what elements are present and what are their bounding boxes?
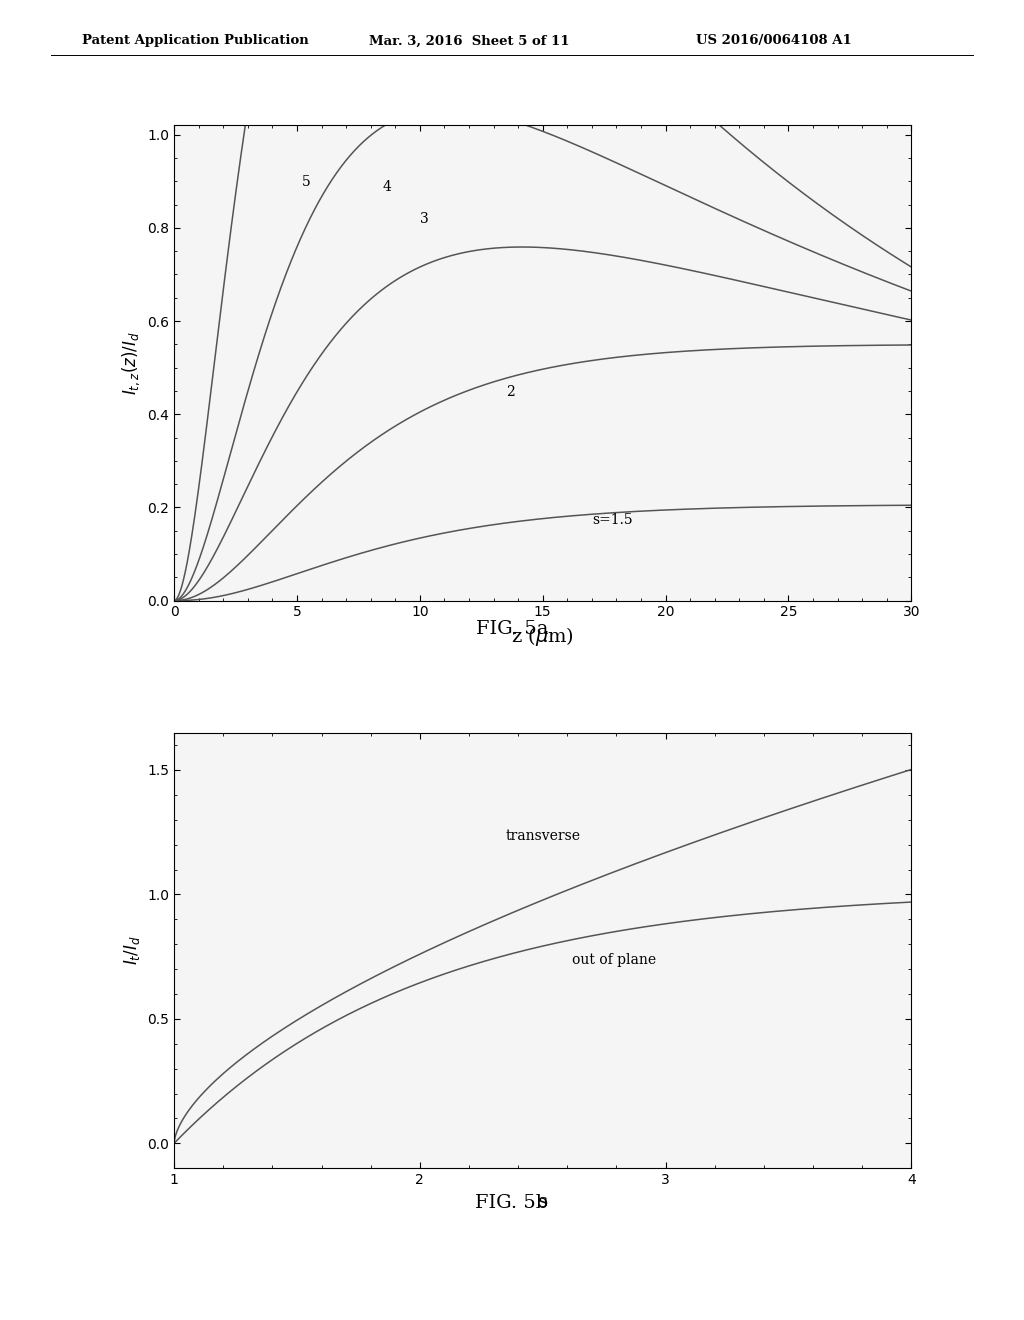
Text: 2: 2 — [506, 384, 515, 399]
Y-axis label: $I_{t,z}(z)/I_d$: $I_{t,z}(z)/I_d$ — [120, 331, 141, 395]
Text: 3: 3 — [420, 213, 429, 226]
Text: 5: 5 — [302, 176, 310, 189]
Text: FIG. 5a: FIG. 5a — [476, 619, 548, 638]
Text: out of plane: out of plane — [572, 953, 656, 968]
Text: s=1.5: s=1.5 — [592, 512, 633, 527]
Text: US 2016/0064108 A1: US 2016/0064108 A1 — [696, 34, 852, 48]
Text: FIG. 5b: FIG. 5b — [475, 1193, 549, 1212]
X-axis label: z ($\mu$m): z ($\mu$m) — [511, 624, 574, 648]
Text: transverse: transverse — [506, 829, 581, 842]
Text: Mar. 3, 2016  Sheet 5 of 11: Mar. 3, 2016 Sheet 5 of 11 — [369, 34, 569, 48]
Text: Patent Application Publication: Patent Application Publication — [82, 34, 308, 48]
Text: 4: 4 — [383, 180, 392, 194]
X-axis label: s: s — [538, 1192, 548, 1210]
Y-axis label: $I_t/I_d$: $I_t/I_d$ — [122, 936, 141, 965]
